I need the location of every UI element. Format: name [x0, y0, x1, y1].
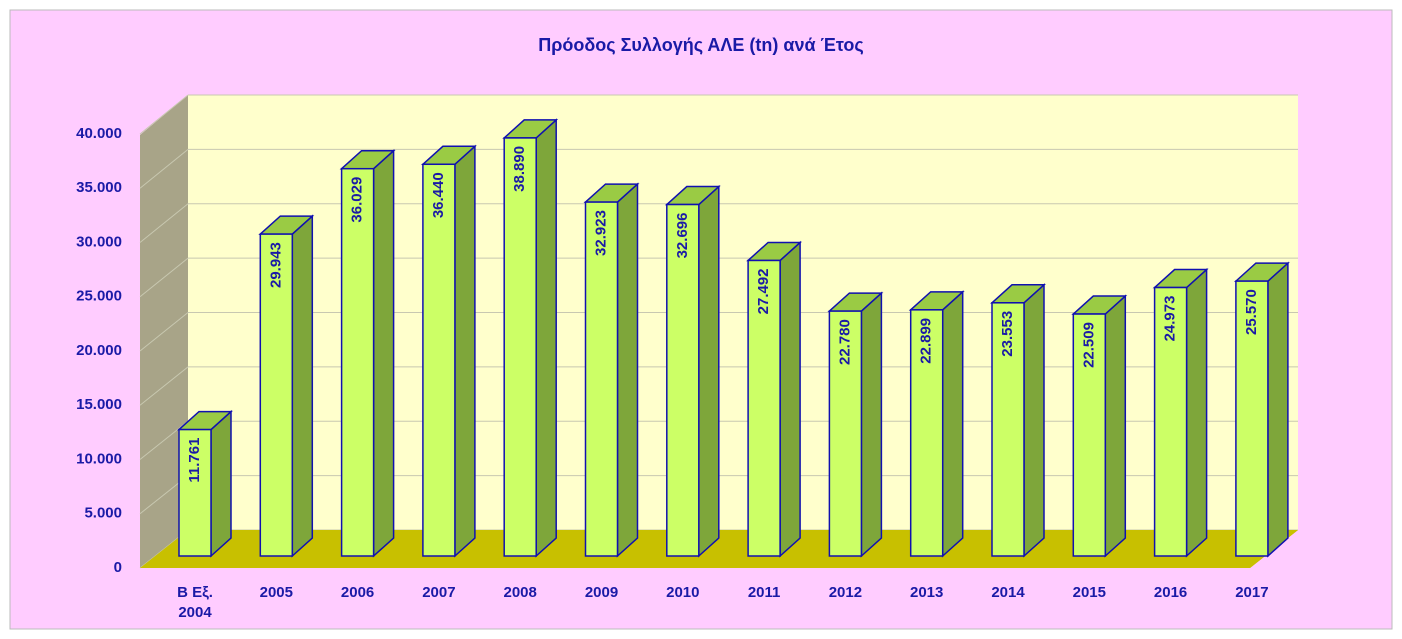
- value-label: 22.780: [836, 319, 853, 365]
- bar-side: [535, 118, 557, 558]
- bar: [178, 428, 212, 557]
- value-label: 11.761: [186, 438, 203, 483]
- grid-line: [139, 420, 189, 460]
- bar-side: [1104, 294, 1127, 558]
- y-tick-label: 40.000: [76, 125, 122, 142]
- x-tick-label: 2013: [910, 584, 944, 601]
- value-label: 29.943: [267, 242, 284, 288]
- y-tick-label: 35.000: [76, 179, 122, 196]
- value-label: 32.696: [674, 213, 691, 259]
- x-tick-label: 2014: [991, 584, 1025, 601]
- bar: [828, 310, 863, 557]
- bar: [259, 233, 294, 557]
- x-tick-label: Β Εξ. 2004: [177, 584, 213, 621]
- bar: [747, 259, 781, 557]
- value-label: 27.492: [755, 268, 772, 314]
- value-label: 22.899: [918, 318, 935, 364]
- bar-side: [454, 144, 476, 558]
- bar: [1072, 313, 1107, 557]
- value-label: 24.973: [1162, 296, 1179, 342]
- grid-line: [139, 366, 189, 406]
- y-tick-label: 25.000: [76, 288, 122, 305]
- bar-side: [1267, 261, 1289, 558]
- y-tick-label: 10.000: [76, 450, 122, 467]
- x-tick-label: 2008: [503, 584, 537, 601]
- grid-line: [139, 312, 189, 352]
- bar-side: [860, 291, 883, 558]
- x-tick-label: 2010: [666, 584, 700, 601]
- value-label: 38.890: [511, 146, 528, 192]
- bar: [909, 309, 944, 557]
- bar-side: [1023, 283, 1045, 558]
- bar-side: [372, 149, 395, 558]
- bar: [666, 203, 700, 557]
- y-tick-label: 20.000: [76, 342, 122, 359]
- bar-side: [210, 409, 232, 558]
- y-tick-label: 0: [114, 559, 122, 576]
- grid-line: [139, 257, 189, 298]
- x-tick-label: 2015: [1072, 584, 1106, 601]
- bar: [422, 163, 456, 557]
- bar-side: [941, 290, 964, 558]
- bar: [584, 201, 619, 557]
- x-tick-label: 2009: [584, 584, 619, 601]
- bar: [1235, 280, 1269, 557]
- bar: [340, 167, 375, 557]
- x-tick-label: 2017: [1235, 584, 1269, 601]
- value-label: 25.570: [1243, 289, 1260, 335]
- x-tick-label: 2007: [422, 584, 456, 601]
- bar-side: [698, 184, 720, 558]
- chart-title: Πρόοδος Συλλογής ΑΛΕ (tn) ανά Έτος: [538, 35, 864, 55]
- value-label: 22.509: [1080, 322, 1097, 368]
- bar-side: [779, 240, 801, 558]
- bar: [991, 302, 1025, 557]
- y-tick-label: 5.000: [84, 505, 122, 522]
- value-label: 36.029: [349, 177, 366, 223]
- x-tick-label: 2012: [828, 584, 863, 601]
- bar-side: [1185, 267, 1208, 558]
- bar: [1153, 286, 1188, 557]
- y-tick-label: 15.000: [76, 396, 122, 413]
- value-label: 36.440: [430, 172, 447, 218]
- bar-side: [291, 214, 314, 558]
- y-tick-label: 30.000: [76, 233, 122, 250]
- x-tick-label: 2005: [259, 584, 293, 601]
- grid-line: [139, 94, 189, 135]
- value-label: 23.553: [999, 311, 1016, 357]
- grid-line: [139, 203, 189, 243]
- bar: [503, 137, 537, 557]
- x-tick-label: 2011: [747, 584, 781, 601]
- grid-line: [139, 148, 189, 189]
- value-label: 32.923: [592, 210, 609, 256]
- x-tick-label: 2016: [1153, 584, 1188, 601]
- x-tick-label: 2006: [340, 584, 375, 601]
- bar-side: [616, 182, 639, 558]
